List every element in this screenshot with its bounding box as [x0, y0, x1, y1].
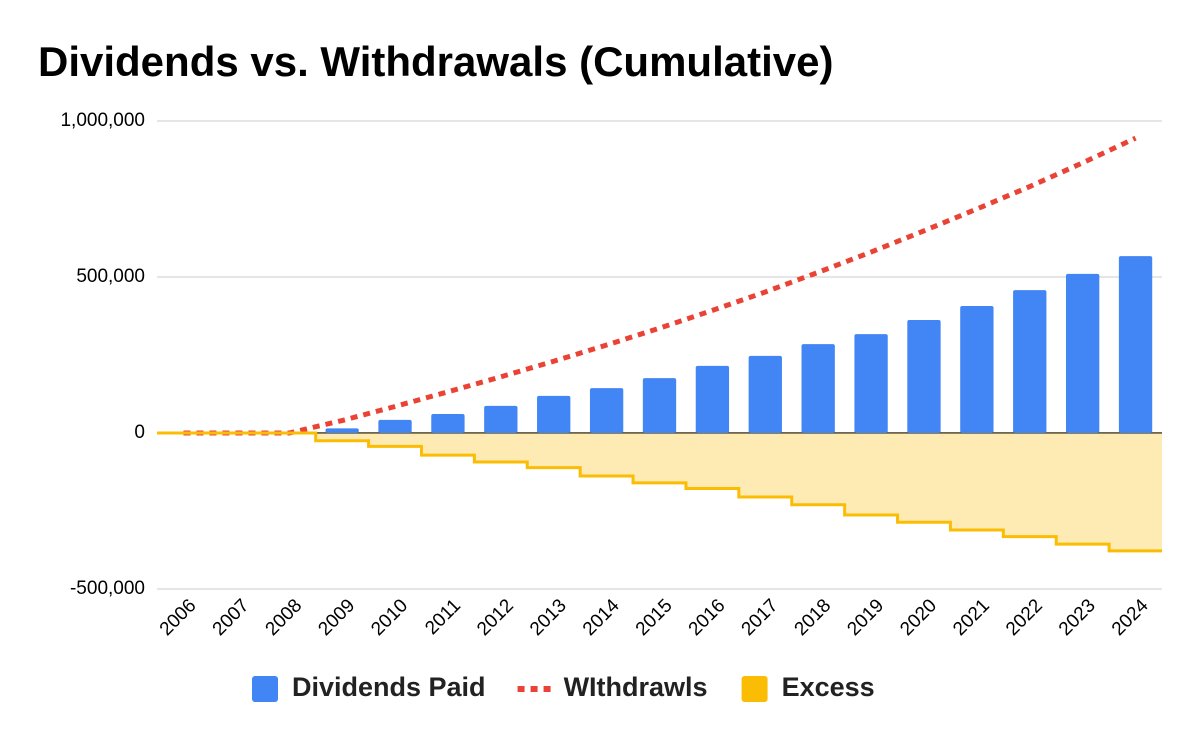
x-tick-label: 2022: [1002, 595, 1047, 640]
y-tick-label: -500,000: [70, 578, 145, 599]
y-tick-label: 500,000: [76, 266, 145, 287]
x-tick-label: 2011: [421, 595, 465, 639]
x-tick-label: 2024: [1108, 595, 1153, 640]
x-tick-label: 2006: [156, 595, 201, 640]
x-tick-label: 2021: [949, 595, 994, 640]
bar: [801, 344, 835, 433]
line: [183, 135, 1137, 436]
x-tick-label: 2015: [632, 595, 677, 640]
bar: [960, 306, 994, 433]
bar: [695, 365, 730, 433]
bar: [642, 378, 677, 433]
legend-label: WIthdrawls: [564, 672, 708, 702]
bar: [589, 388, 624, 433]
legend: Dividends Paid WIthdrawls Excess: [252, 672, 875, 702]
x-tick-label: 2009: [314, 595, 359, 640]
bar: [1118, 256, 1153, 433]
bar: [1013, 290, 1047, 433]
x-tick-label: 2019: [843, 595, 888, 640]
lines: [157, 135, 1162, 553]
x-tick-label: 2018: [791, 595, 836, 640]
bars: [325, 256, 1153, 433]
x-tick-label: 2007: [209, 595, 254, 640]
grid: [157, 120, 1162, 590]
bar: [854, 334, 888, 433]
legend-marker: [252, 676, 278, 702]
y-tick-label: 1,000,000: [60, 110, 145, 131]
bar: [378, 419, 412, 433]
x-tick-label: 2008: [262, 595, 307, 640]
area-line: [157, 431, 1162, 553]
x-tick-label: 2014: [579, 595, 624, 640]
chart-title: Dividends vs. Withdrawals (Cumulative): [38, 38, 833, 85]
bar: [431, 413, 465, 433]
x-tick-label: 2017: [738, 595, 783, 640]
legend-label: Excess: [782, 672, 875, 702]
areas: [157, 433, 1162, 551]
bar: [484, 405, 518, 433]
legend-marker: [741, 676, 768, 702]
bar: [537, 395, 571, 433]
y-tick-label: 0: [134, 422, 145, 443]
x-tick-label: 2013: [526, 595, 571, 640]
bar: [748, 355, 782, 433]
x-tick-label: 2016: [685, 595, 730, 640]
bar: [325, 428, 359, 433]
bar: [907, 320, 941, 433]
x-tick-label: 2012: [473, 595, 518, 640]
legend-label: Dividends Paid: [292, 672, 486, 702]
x-tick-label: 2020: [896, 595, 941, 640]
x-tick-label: 2010: [367, 595, 412, 640]
area-fill: [157, 433, 1162, 551]
bar: [1065, 273, 1100, 433]
x-tick-label: 2023: [1055, 595, 1100, 640]
